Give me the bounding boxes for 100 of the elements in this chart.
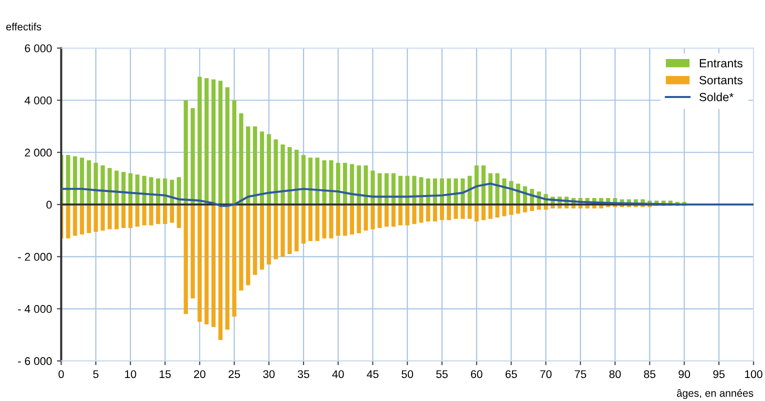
bar [398,204,403,226]
bar [370,204,375,230]
bar [184,100,188,205]
line-series [61,182,754,207]
bar [66,204,70,238]
bar [72,204,78,236]
bar [121,204,126,228]
bar [108,204,112,230]
bar [232,204,236,317]
bar [301,154,306,205]
bar [474,204,479,222]
bar [274,204,278,260]
bar [336,204,340,236]
x-tick-label: 45 [366,370,378,378]
legend-label: Solde* [699,92,734,102]
bar [426,204,430,222]
bar [135,204,140,227]
bar [315,158,320,205]
bar [288,204,292,254]
bar [190,108,195,205]
y-tick-label: 2 000 [24,148,52,157]
bar [72,156,78,205]
bar [184,204,188,314]
x-axis-title: âges, en années [676,389,754,399]
bar [342,204,348,236]
bar [419,204,424,223]
bar [405,204,410,226]
bar [280,204,285,257]
bar [211,79,216,205]
bar [149,204,154,226]
x-tick-label: 40 [332,370,344,378]
bar [460,204,465,219]
x-tick-label: 0 [58,370,64,378]
bar [280,144,285,205]
bar [162,204,168,224]
bar [80,204,84,234]
x-tick-label: 90 [678,370,690,378]
x-tick-label: 80 [609,370,621,378]
bar [198,76,202,205]
bar [356,204,361,234]
bar [432,204,438,222]
bar [252,126,258,205]
bar [315,204,320,241]
x-tick-label: 65 [506,370,517,378]
x-tick-label: 50 [402,370,414,378]
x-tick-label: 95 [713,370,725,378]
bar [86,204,91,234]
bar [232,100,236,205]
legend-label: Sortants [699,76,742,84]
bar [176,204,181,228]
bar [225,87,230,205]
x-tick-label: 10 [125,370,136,378]
legend-label: Entrants [700,59,742,68]
bar [100,165,105,205]
bar [266,204,271,264]
bar [294,204,299,252]
x-tick-label: 35 [298,370,310,378]
x-tick-label: 100 [745,370,762,378]
bar [86,160,91,205]
bar [260,132,264,205]
bar [509,204,514,215]
x-tick-label: 70 [540,370,552,378]
bar [128,204,133,228]
bar [384,204,389,227]
y-axis-title: effectifs [6,22,42,30]
bar [252,204,258,275]
bar [225,204,230,330]
y-tick-label: - 4 000 [18,305,52,313]
bar [239,113,244,205]
bar [454,204,458,219]
y-tick-label: 4 000 [24,96,52,104]
bar [308,204,313,241]
y-tick-label: - 2 000 [18,252,52,261]
bar [364,204,368,231]
bar [211,204,216,328]
bar [100,204,105,231]
x-tick-label: 15 [160,370,171,378]
bar [502,204,506,216]
bar [198,204,202,322]
bar [364,165,368,205]
bar [266,134,271,205]
x-tick-label: 55 [436,370,448,378]
x-tick-label: 30 [263,370,275,378]
bar [260,204,264,270]
bar [329,204,334,238]
bar [322,204,326,238]
bar [66,154,70,205]
bar [114,204,119,230]
bar [350,204,354,234]
bar [378,204,382,228]
x-tick-label: 60 [470,370,482,378]
bar [288,147,292,205]
bar [142,204,146,226]
bar [468,204,472,219]
y-tick-label: 0 [46,200,52,209]
x-tick-label: 5 [93,370,98,378]
bar [80,158,84,205]
bar [329,160,334,205]
bar [156,204,160,224]
bar [274,139,278,205]
